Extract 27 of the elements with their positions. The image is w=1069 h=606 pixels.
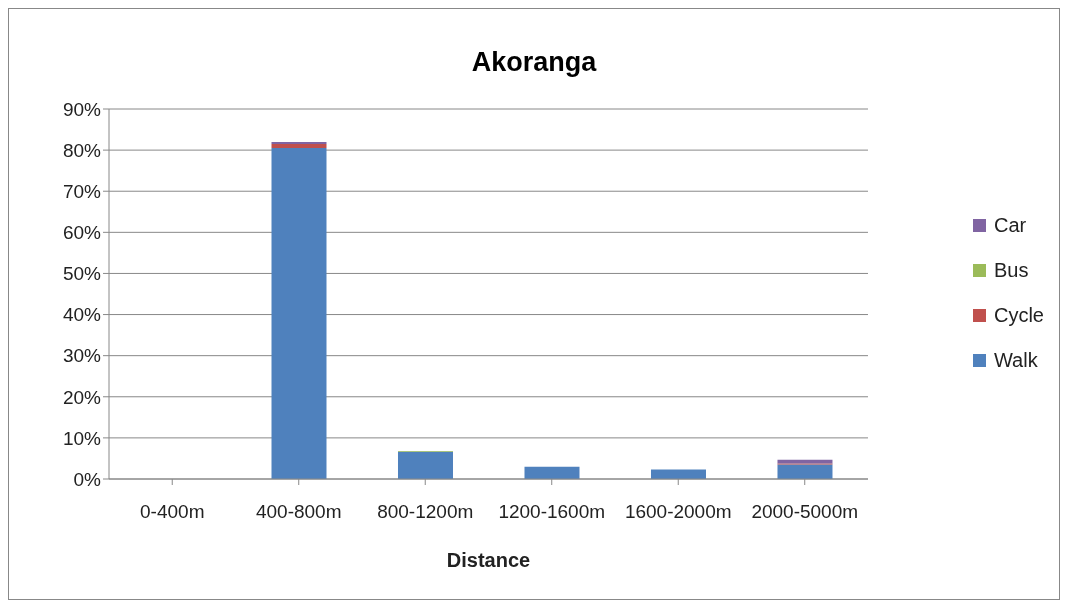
x-tick-label: 1200-1600m	[498, 501, 606, 523]
y-tick-label: 10%	[62, 427, 102, 449]
y-tick-label: 50%	[62, 263, 102, 285]
legend-label: Bus	[993, 259, 1029, 282]
bar	[397, 451, 453, 479]
y-tick-label: 80%	[62, 139, 102, 161]
bar	[271, 143, 327, 149]
y-tick-label: 0%	[73, 468, 102, 490]
legend-label: Car	[993, 214, 1027, 237]
y-tick-label: 90%	[62, 98, 102, 120]
x-axis-title: Distance	[446, 549, 531, 571]
bar	[777, 464, 833, 479]
x-tick-label: 1600-2000m	[624, 501, 732, 523]
y-tick-label: 60%	[62, 222, 102, 244]
legend-label: Cycle	[993, 304, 1044, 327]
chart-title: Akoranga	[470, 47, 598, 78]
y-tick-label: 20%	[62, 386, 102, 408]
bar	[271, 148, 327, 479]
x-tick-label: 0-400m	[140, 501, 205, 523]
y-tick-label: 40%	[62, 304, 102, 326]
bar	[271, 141, 327, 144]
y-tick-label: 30%	[62, 345, 102, 367]
legend-label: Walk	[993, 349, 1038, 372]
x-tick-label: 2000-5000m	[751, 501, 859, 523]
y-tick-label: 70%	[62, 180, 102, 202]
x-tick-label: 400-800m	[255, 501, 342, 523]
x-tick-label: 800-1200m	[377, 501, 474, 523]
